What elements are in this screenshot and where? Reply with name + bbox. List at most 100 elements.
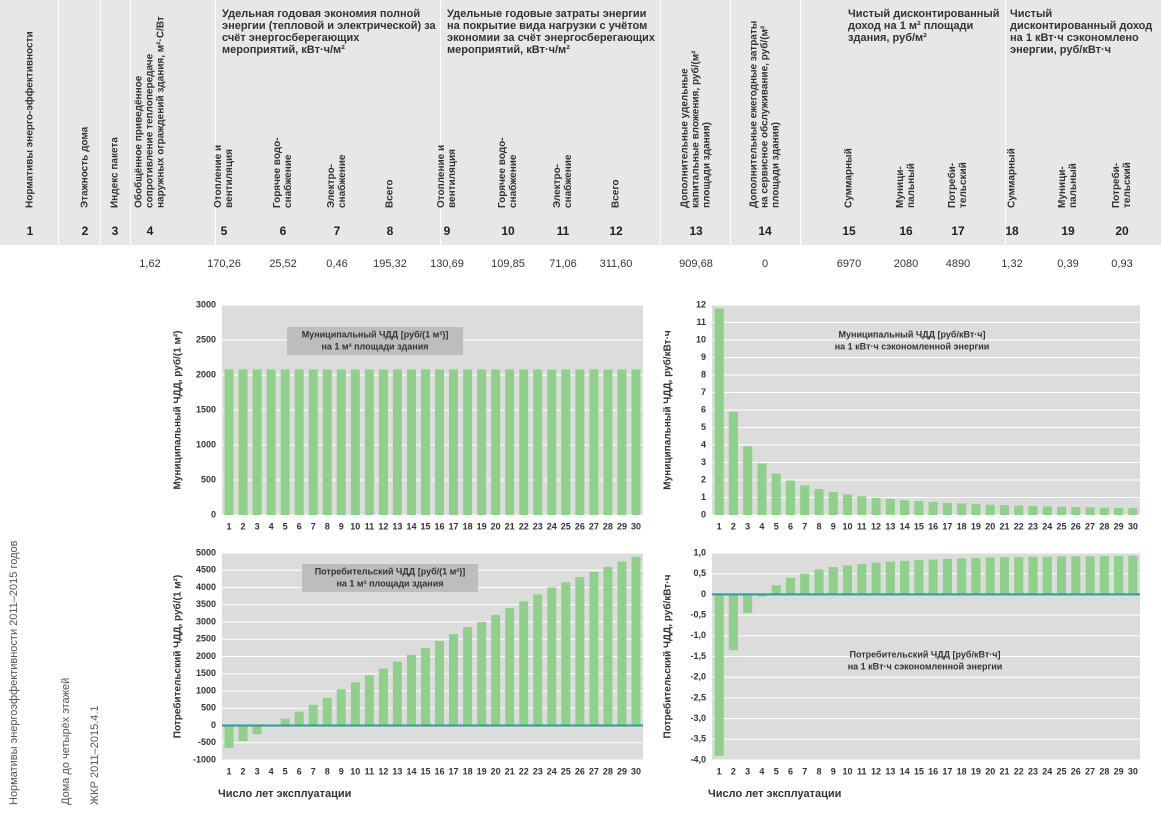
annotation: на 1 кВт·ч сэкономленной энергии [848, 661, 1003, 671]
x-tick-label: 6 [297, 521, 302, 531]
annotation: на 1 м² площади здания [321, 341, 428, 351]
bar [350, 369, 360, 515]
bar [435, 369, 445, 515]
x-tick-label: 16 [928, 766, 938, 776]
bar [308, 369, 318, 515]
x-tick-label: 29 [1114, 521, 1124, 531]
bar [519, 601, 529, 726]
x-tick-label: 27 [589, 766, 599, 776]
x-tick-label: 8 [816, 521, 821, 531]
y-tick-label: 1 [701, 492, 706, 502]
y-tick-label: -500 [198, 737, 216, 747]
x-tick-label: 30 [631, 521, 641, 531]
x-tick-label: 4 [269, 766, 274, 776]
x-tick-label: 26 [575, 521, 585, 531]
y-tick-label: -3,0 [690, 713, 706, 723]
column-header: Нормативы энерго-эффективности [24, 31, 36, 208]
x-tick-label: 5 [283, 766, 288, 776]
x-tick-label: 16 [928, 521, 938, 531]
y-tick-label: 6 [701, 404, 706, 414]
x-tick-label: 21 [505, 766, 515, 776]
x-tick-label: 28 [603, 766, 613, 776]
x-tick-label: 15 [914, 766, 924, 776]
x-tick-label: 29 [617, 766, 627, 776]
x-tick-label: 18 [463, 766, 473, 776]
x-tick-label: 21 [505, 521, 515, 531]
column-header: Муници-пальный [1057, 163, 1079, 208]
annotation: Муниципальный ЧДД [руб/кВт·ч] [839, 329, 986, 339]
x-tick-label: 12 [378, 766, 388, 776]
bar [280, 369, 290, 515]
column-header: Суммарный [1006, 148, 1018, 208]
bar [814, 569, 824, 595]
bar [449, 369, 459, 515]
cell-value: 71,06 [549, 258, 577, 270]
column-divider [440, 0, 441, 245]
bar [957, 503, 967, 515]
bar [378, 668, 388, 726]
column-header: Отопление и вентиляция [213, 144, 235, 208]
bar [561, 369, 571, 515]
column-divider [1005, 0, 1006, 245]
bar [1099, 507, 1109, 515]
x-tick-label: 13 [392, 766, 402, 776]
x-tick-label: 25 [561, 766, 571, 776]
y-tick-label: 3500 [196, 599, 216, 609]
column-divider [800, 0, 801, 245]
x-tick-label: 3 [255, 521, 260, 531]
x-tick-label: 21 [999, 521, 1009, 531]
y-tick-label: 2000 [196, 651, 216, 661]
bar [617, 561, 627, 726]
x-tick-label: 8 [325, 521, 330, 531]
column-number: 11 [556, 224, 570, 238]
x-tick-label: 11 [857, 521, 867, 531]
annotation: Муниципальный ЧДД [руб/(1 м²)] [302, 329, 449, 339]
bar [336, 369, 346, 515]
cell-value: 2080 [893, 258, 919, 270]
bar [1071, 507, 1081, 515]
cell-value: 195,32 [373, 258, 407, 270]
y-tick-label: 8 [701, 369, 706, 379]
y-tick-label: 10 [696, 334, 706, 344]
x-tick-label: 22 [1014, 521, 1024, 531]
x-tick-label: 14 [900, 521, 910, 531]
x-tick-label: 19 [477, 521, 487, 531]
x-tick-label: 1 [227, 766, 232, 776]
bar [224, 725, 234, 748]
cell-value: 4890 [945, 258, 971, 270]
bar [1114, 507, 1124, 515]
y-tick-label: 2000 [196, 369, 216, 379]
y-tick-label: 9 [701, 352, 706, 362]
column-number: 13 [689, 224, 703, 238]
column-number: 6 [279, 224, 287, 238]
bar [477, 369, 487, 515]
x-tick-label: 6 [788, 521, 793, 531]
column-divider [130, 0, 131, 245]
y-tick-label: 2 [701, 474, 706, 484]
column-header: Всего [384, 179, 396, 209]
x-tick-label: 20 [985, 521, 995, 531]
x-tick-label: 10 [843, 521, 853, 531]
column-header: Обобщённое приведённое сопротивление теп… [133, 16, 167, 208]
x-tick-label: 30 [631, 766, 641, 776]
y-tick-label: 7 [701, 387, 706, 397]
bar [800, 573, 810, 595]
column-header: Этажность дома [79, 126, 91, 208]
bar [1128, 555, 1138, 595]
cell-value: 170,26 [207, 258, 241, 270]
x-tick-label: 15 [420, 521, 430, 531]
y-tick-label: 2500 [196, 634, 216, 644]
bar [547, 587, 557, 726]
bar [999, 557, 1010, 595]
bar [957, 558, 967, 595]
x-tick-label: 27 [1085, 521, 1095, 531]
y-tick-label: 11 [696, 317, 706, 327]
y-tick-label: 3 [701, 457, 706, 467]
x-tick-label: 1 [227, 521, 232, 531]
x-tick-label: 7 [802, 521, 807, 531]
y-tick-label: 0 [701, 589, 706, 599]
bar [1056, 556, 1067, 595]
x-tick-label: 16 [435, 766, 445, 776]
x-tick-label: 9 [339, 521, 344, 531]
